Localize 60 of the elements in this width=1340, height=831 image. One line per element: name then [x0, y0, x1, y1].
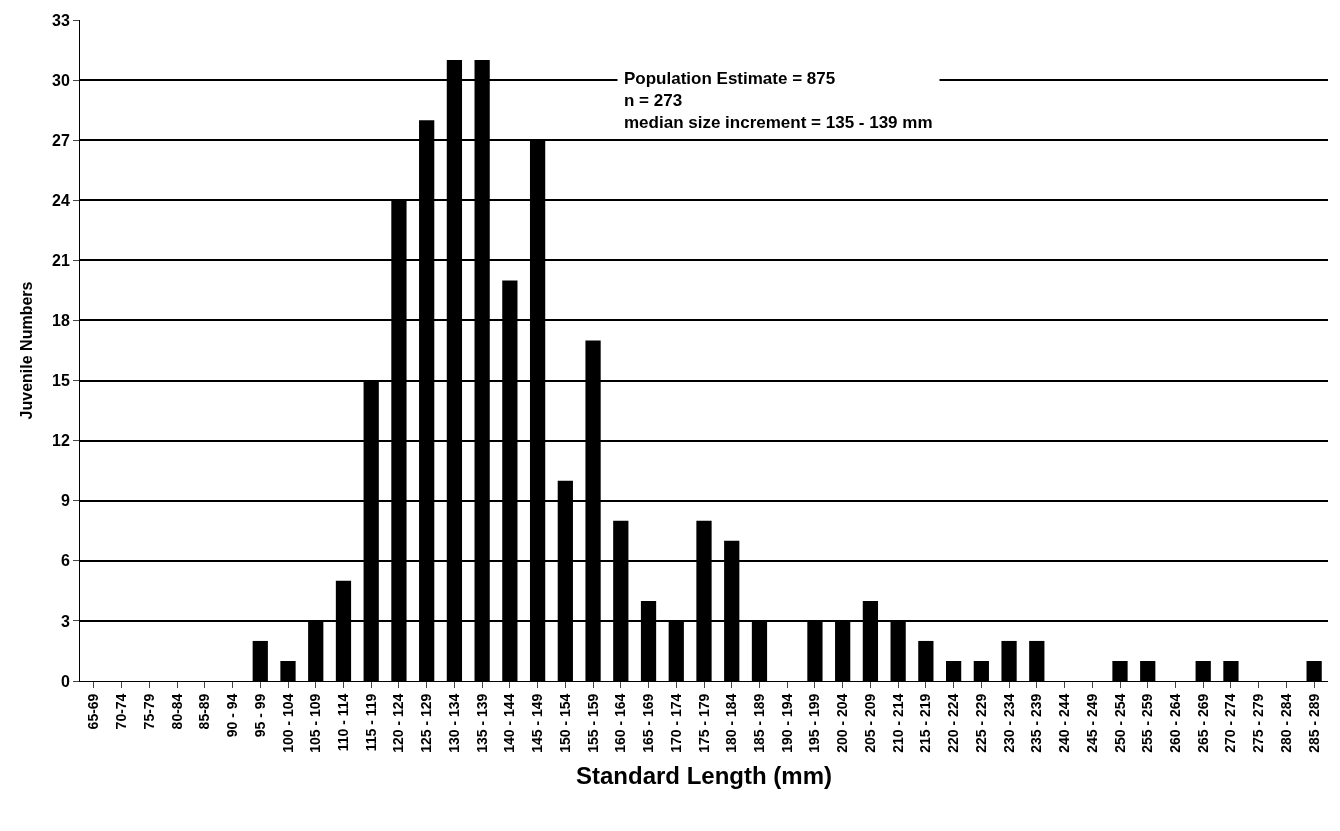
- x-tick-label: 200 - 204: [834, 693, 851, 753]
- y-tick-label: 33: [52, 11, 70, 29]
- x-tick-label: 130 - 134: [445, 693, 462, 753]
- x-tick-label: 175 - 179: [695, 693, 712, 753]
- x-tick-label: 180 - 184: [723, 693, 740, 753]
- x-tick-label: 245 - 249: [1083, 693, 1100, 753]
- x-tick-label: 85-89: [196, 693, 213, 730]
- x-tick-label: 170 - 174: [667, 693, 684, 753]
- x-tick-label: 275 - 279: [1250, 693, 1267, 753]
- x-tick-label: 285 - 289: [1305, 693, 1322, 753]
- x-tick-label: 265 - 269: [1194, 693, 1211, 753]
- y-tick-label: 15: [52, 372, 70, 390]
- x-tick-label: 185 - 189: [751, 693, 768, 753]
- x-tick-label: 220 - 224: [945, 693, 962, 753]
- x-tick-label: 195 - 199: [806, 693, 823, 753]
- y-tick-label: 6: [60, 552, 70, 570]
- x-tick-label: 140 - 144: [501, 693, 518, 753]
- x-tick-label: 225 - 229: [972, 693, 989, 753]
- y-tick-label: 27: [52, 131, 70, 149]
- x-tick-label: 65-69: [85, 693, 102, 730]
- x-tick-label: 90 - 94: [224, 693, 241, 738]
- x-tick-label: 190 - 194: [778, 693, 795, 753]
- x-tick-label: 160 - 164: [612, 693, 629, 753]
- x-tick-label: 100 - 104: [279, 693, 296, 753]
- x-tick-label: 235 - 239: [1028, 693, 1045, 753]
- x-axis-title: Standard Length (mm): [576, 762, 832, 790]
- x-tick-label: 250 - 254: [1111, 693, 1128, 753]
- x-tick-label: 205 - 209: [861, 693, 878, 753]
- x-tick-label: 255 - 259: [1139, 693, 1156, 753]
- x-tick-label: 270 - 274: [1222, 693, 1239, 753]
- x-tick-label: 95 - 99: [251, 693, 268, 738]
- y-tick-label: 24: [52, 191, 70, 209]
- x-tick-label: 115 - 119: [362, 693, 379, 752]
- x-tick-label: 145 - 149: [529, 693, 546, 753]
- annotation: Population Estimate = 875 n = 273 median size increment = 135 - 139 mm: [624, 69, 933, 133]
- x-tick-label: 260 - 264: [1167, 693, 1184, 753]
- x-tick-label: 80-84: [168, 693, 185, 730]
- y-tick-label: 0: [60, 672, 70, 690]
- y-tick-label: 21: [52, 251, 70, 269]
- x-tick-label: 70-74: [113, 693, 130, 730]
- y-axis-title: Juvenile Numbers: [17, 281, 35, 420]
- x-tick-label: 150 - 154: [556, 693, 573, 753]
- x-tick-label: 155 - 159: [584, 693, 601, 753]
- x-tick-label: 105 - 109: [307, 693, 324, 753]
- x-tick-label: 230 - 234: [1000, 693, 1017, 753]
- x-tick-label: 75-79: [140, 693, 157, 730]
- y-tick-label: 12: [52, 432, 70, 450]
- x-tick-label: 240 - 244: [1056, 693, 1073, 753]
- x-tick-label: 280 - 284: [1277, 693, 1294, 753]
- y-tick-label: 9: [60, 492, 70, 510]
- x-tick-label: 125 - 129: [418, 693, 435, 753]
- y-tick-label: 30: [52, 71, 70, 89]
- x-tick-label: 215 - 219: [917, 693, 934, 753]
- y-tick-label: 3: [60, 612, 70, 630]
- x-tick-label: 120 - 124: [390, 693, 407, 753]
- y-tick-label: 18: [52, 312, 70, 330]
- x-tick-label: 135 - 139: [473, 693, 490, 753]
- x-tick-label: 165 - 169: [640, 693, 657, 753]
- x-tick-label: 110 - 114: [335, 693, 352, 752]
- x-tick-label: 210 - 214: [889, 693, 906, 753]
